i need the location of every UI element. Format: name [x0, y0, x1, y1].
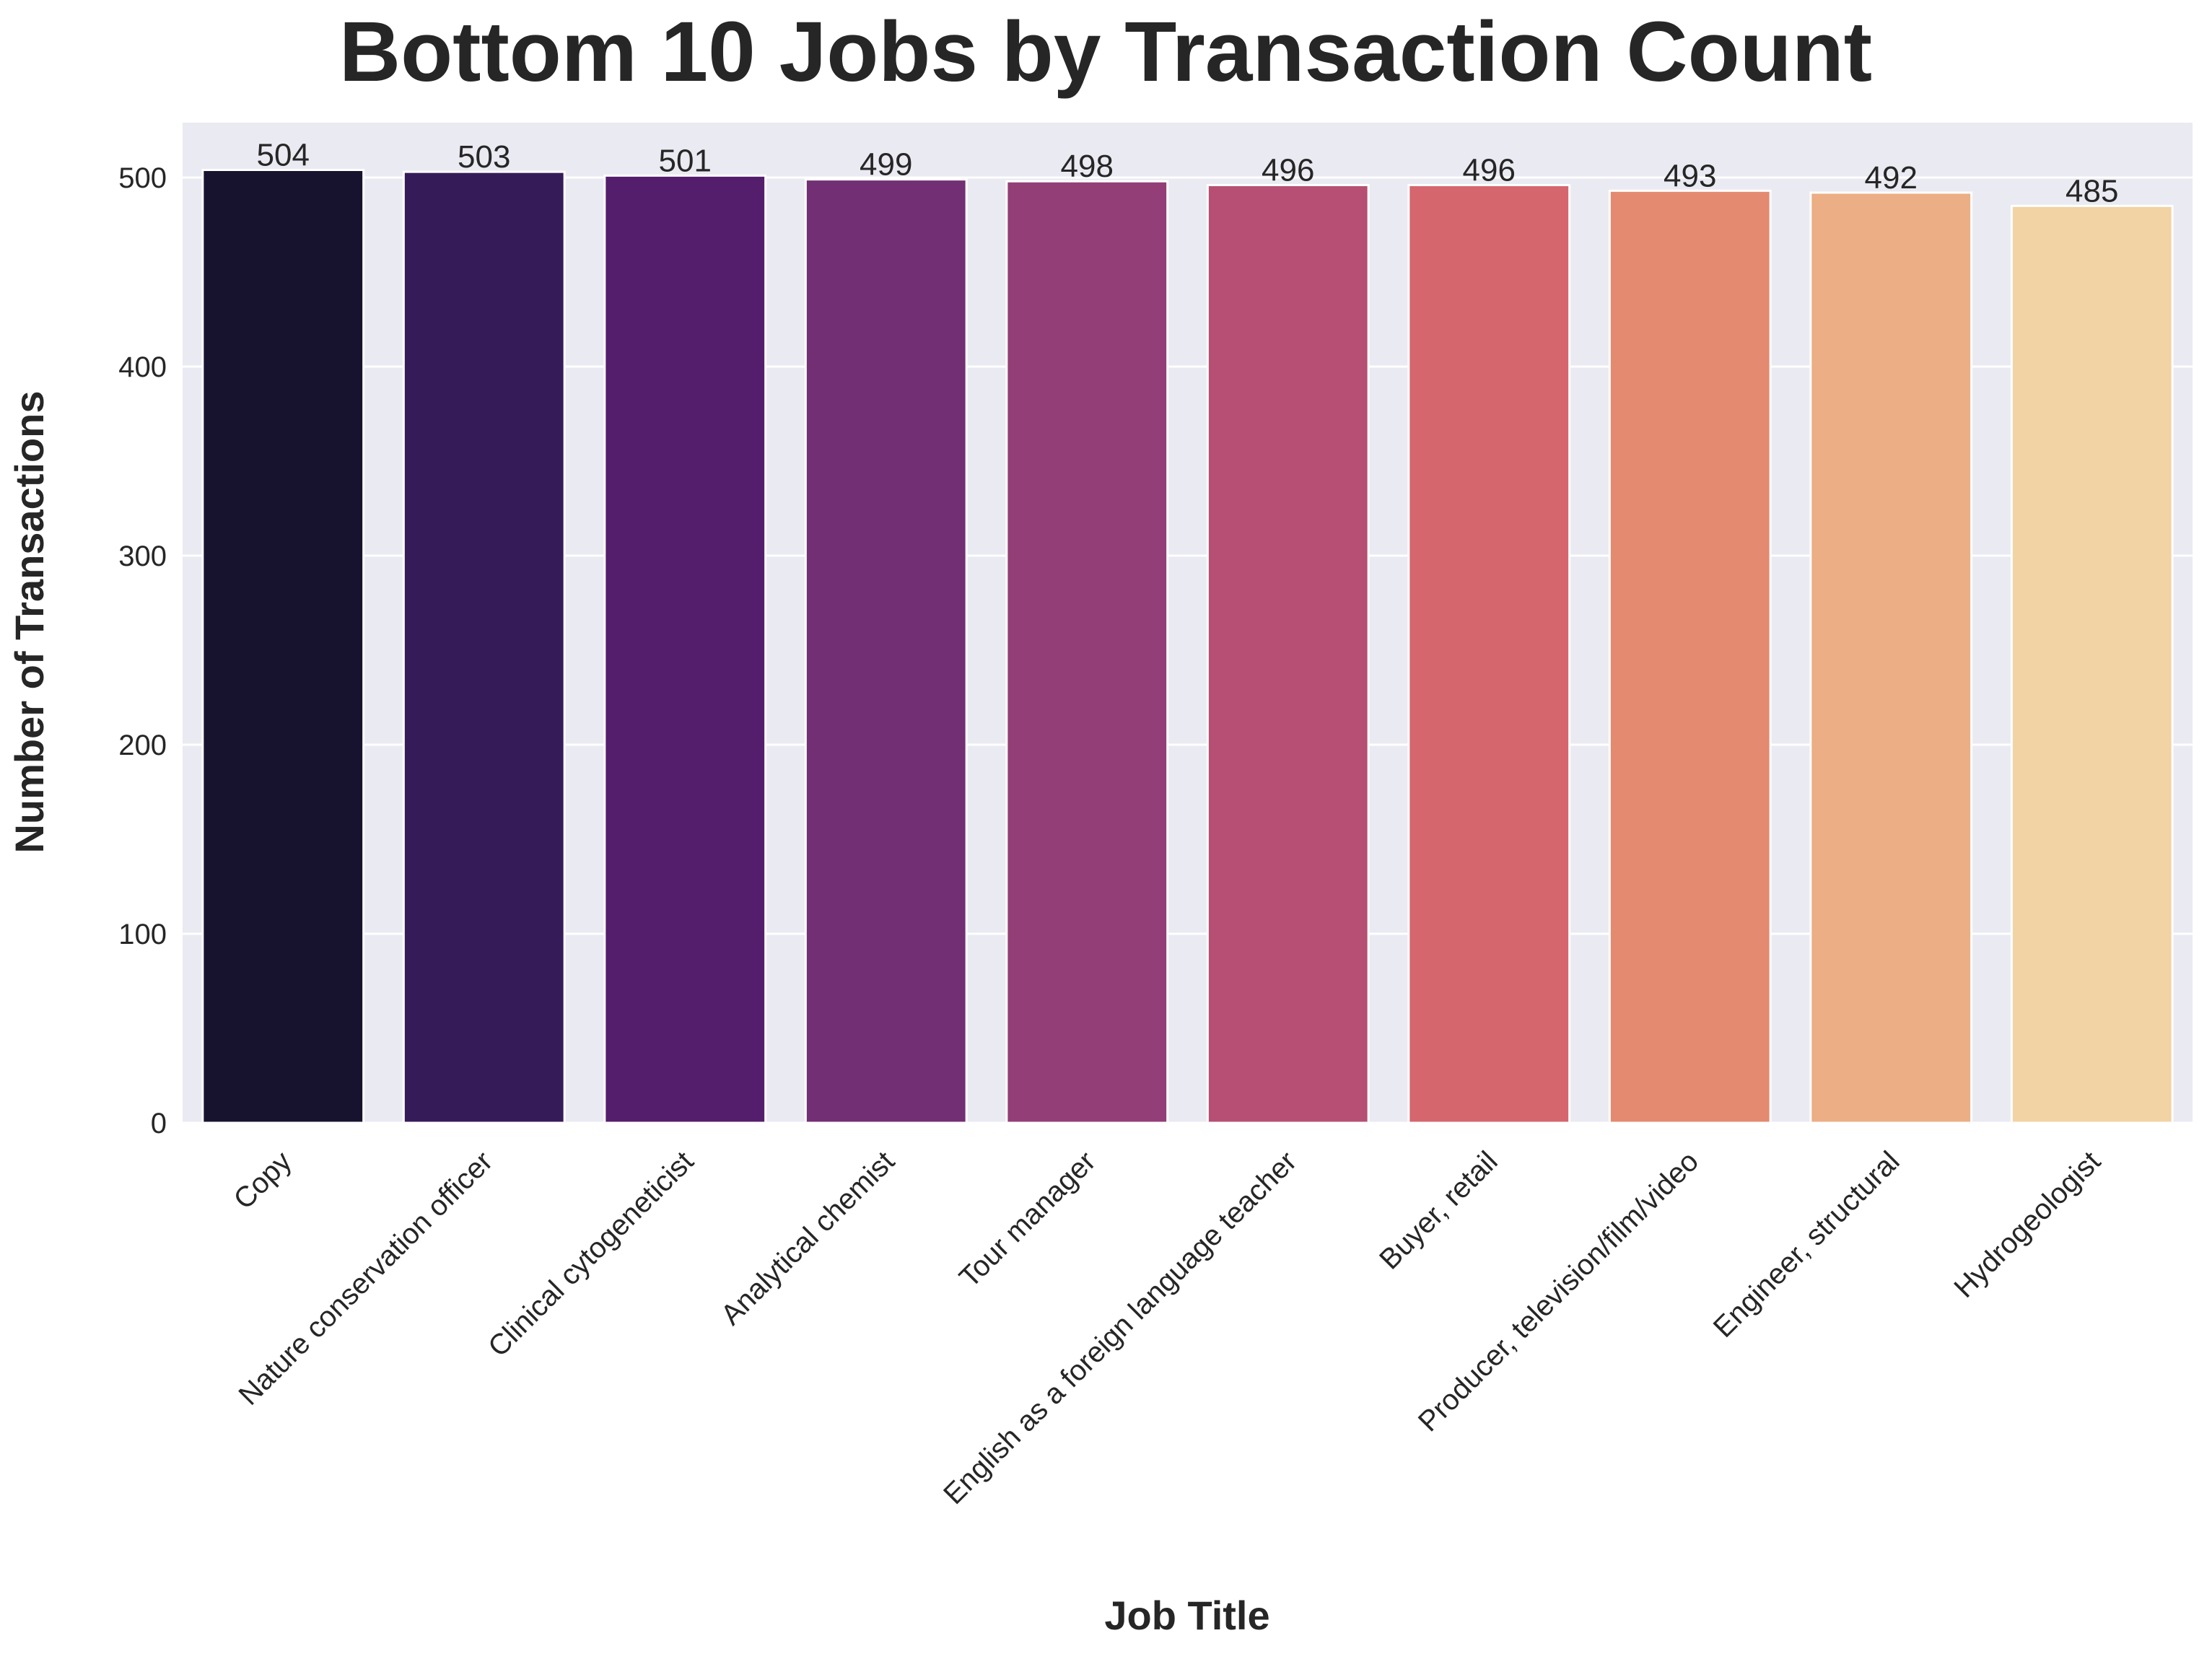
- data-label: 498: [1061, 149, 1114, 184]
- y-tick-label: 100: [118, 919, 167, 950]
- data-label: 492: [1865, 160, 1918, 196]
- chart-title: Bottom 10 Jobs by Transaction Count: [339, 4, 1872, 100]
- bar: [201, 169, 365, 1124]
- data-label: 504: [257, 138, 310, 173]
- y-tick-label: 500: [118, 162, 167, 194]
- data-label: 496: [1463, 152, 1516, 188]
- data-label: 496: [1262, 152, 1314, 188]
- bar: [1809, 191, 1973, 1124]
- x-axis-label: Job Title: [1104, 1593, 1269, 1638]
- data-label: 501: [659, 143, 712, 178]
- data-label: 485: [2065, 173, 2118, 209]
- bars: [201, 169, 2174, 1124]
- bar: [1206, 183, 1370, 1124]
- data-label: 503: [458, 139, 510, 175]
- y-tick-label: 400: [118, 351, 167, 383]
- data-labels: 504 503 501 499 498 496 496 493 492 485: [257, 138, 2119, 209]
- y-axis-label: Number of Transactions: [6, 390, 52, 853]
- bar: [1407, 183, 1571, 1124]
- y-tick-label: 200: [118, 730, 167, 761]
- bar: [2010, 204, 2174, 1124]
- bar: [1005, 180, 1169, 1124]
- bar: [804, 178, 968, 1124]
- bar: [603, 174, 767, 1124]
- y-tick-labels: 0 100 200 300 400 500: [118, 162, 167, 1139]
- bar: [402, 170, 566, 1124]
- data-label: 493: [1664, 158, 1716, 193]
- y-tick-label: 0: [151, 1108, 167, 1139]
- data-label: 499: [860, 147, 912, 183]
- y-tick-label: 300: [118, 540, 167, 572]
- bar: [1608, 189, 1772, 1124]
